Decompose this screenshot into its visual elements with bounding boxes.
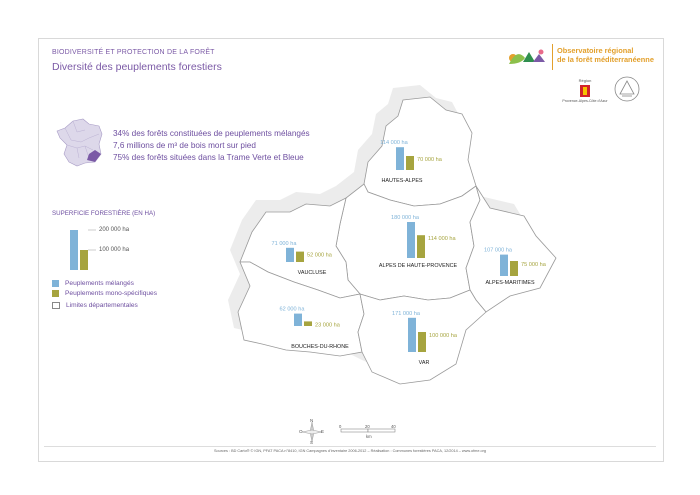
compass-n: N: [310, 418, 314, 423]
compass-o: O: [299, 429, 303, 434]
legend-label-limits: Limites départementales: [66, 302, 138, 309]
bars-layer: 114 000 ha 70 000 ha HAUTES-ALPES 180 000 h…: [272, 140, 547, 366]
scale-bar: [340, 428, 396, 433]
bar-mono-alpes-maritimes: [510, 261, 518, 276]
dept-label-alpes-de-haute-provence: ALPES DE HAUTE-PROVENCE: [379, 263, 458, 269]
value-label-mono-alpes-maritimes: 75 000 ha: [521, 262, 547, 268]
legend-scale-bar-mono: [80, 250, 88, 270]
legend-scale: [70, 229, 96, 270]
value-label-mono-alpes-de-haute-provence: 114 000 ha: [428, 236, 456, 242]
value-label-mono-bouches-du-rhone: 23 000 ha: [315, 322, 341, 328]
value-label-mono-var: 100 000 ha: [429, 333, 458, 339]
dept-label-vaucluse: VAUCLUSE: [298, 270, 327, 276]
stat-line-2: 7,6 millions de m³ de bois mort sur pied: [113, 141, 256, 150]
legend-swatch-limits: [52, 302, 60, 309]
logo-line-2: de la forêt méditerranéenne: [557, 55, 654, 64]
stat-line-1: 34% des forêts constituées de peuplement…: [113, 129, 310, 138]
region-logo-caption: Région: [578, 78, 592, 83]
dept-label-alpes-maritimes: ALPES-MARITIMES: [485, 280, 535, 286]
legend-swatch-mixed: [52, 280, 59, 287]
logo-line-1: Observatoire régional: [557, 46, 634, 55]
value-label-mixed-alpes-maritimes: 107 000 ha: [484, 248, 513, 254]
departments-layer: [237, 96, 557, 385]
value-label-mixed-vaucluse: 71 000 ha: [272, 241, 298, 247]
stat-line-3: 75% des forêts situées dans la Trame Ver…: [113, 153, 304, 162]
legend-item-mono: Peuplements mono-spécifiques: [52, 290, 157, 297]
value-label-mixed-bouches-du-rhone: 62 000 ha: [280, 307, 306, 313]
value-label-mono-hautes-alpes: 70 000 ha: [417, 157, 443, 163]
bar-mixed-alpes-maritimes: [500, 254, 508, 276]
communes-forestieres-seal-icon: [614, 76, 640, 102]
bar-mixed-bouches-du-rhone: [294, 313, 302, 326]
sources-footer: Sources : BD Carto® © IGN, PFAT PACA n°8…: [214, 449, 486, 453]
legend-scale-low: 100 000 ha: [99, 247, 130, 253]
bar-mixed-vaucluse: [286, 247, 294, 262]
legend-label-mixed: Peuplements mélangés: [65, 280, 134, 287]
bar-mixed-alpes-de-haute-provence: [407, 222, 415, 258]
bar-mono-var: [418, 332, 426, 352]
bar-mono-bouches-du-rhone: [304, 321, 312, 326]
value-label-mixed-alpes-de-haute-provence: 180 000 ha: [391, 215, 420, 221]
dept-label-var: VAR: [419, 360, 430, 366]
compass-s: S: [310, 440, 314, 445]
dept-label-hautes-alpes: HAUTES-ALPES: [381, 178, 422, 184]
scale-unit: km: [366, 434, 372, 439]
france-locator-map: [56, 118, 103, 167]
key-stats: 34% des forêts constituées de peuplement…: [113, 128, 310, 164]
bar-mixed-hautes-alpes: [396, 147, 404, 170]
bar-mono-alpes-de-haute-provence: [417, 235, 425, 258]
value-label-mixed-var: 171 000 ha: [392, 311, 421, 317]
bar-mixed-var: [408, 317, 416, 352]
legend-item-limits: Limites départementales: [52, 302, 138, 309]
bar-mono-hautes-alpes: [406, 156, 414, 170]
legend-swatch-mono: [52, 290, 59, 297]
region-logo-name: Provence-Alpes-Côte d'Azur: [562, 99, 608, 103]
ofme-logo-text: Observatoire régional de la forêt médite…: [557, 46, 654, 64]
scale-tick-40: 40: [391, 424, 396, 429]
value-label-mono-vaucluse: 52 000 ha: [307, 253, 333, 259]
legend-scale-bar-mixed: [70, 230, 78, 270]
dept-label-bouches-du-rhone: BOUCHES-DU-RHONE: [291, 344, 349, 350]
footer-rule: [44, 446, 656, 447]
paca-highlight: [87, 150, 101, 162]
section-supertitle: BIODIVERSITÉ ET PROTECTION DE LA FORÊT: [52, 49, 215, 56]
map-title: Diversité des peuplements forestiers: [52, 61, 222, 73]
compass-rose-icon: [301, 421, 323, 443]
value-label-mixed-hautes-alpes: 114 000 ha: [380, 140, 408, 146]
ofme-logo-icon: [509, 49, 545, 64]
legend-item-mixed: Peuplements mélangés: [52, 280, 134, 287]
legend-scale-high: 200 000 ha: [99, 227, 130, 233]
region-logo-icon: [580, 85, 590, 97]
logo-divider: [552, 44, 553, 70]
legend-title: SUPERFICIE FORESTIÈRE (EN HA): [52, 210, 156, 217]
scale-tick-20: 20: [365, 424, 370, 429]
compass-e: E: [321, 429, 325, 434]
legend-label-mono: Peuplements mono-spécifiques: [65, 290, 157, 297]
bar-mono-vaucluse: [296, 251, 304, 262]
scale-tick-0: 0: [339, 424, 342, 429]
